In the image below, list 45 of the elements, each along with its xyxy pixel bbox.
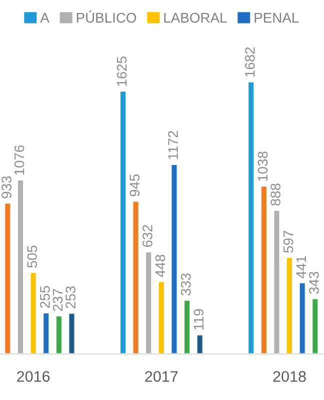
x-tick-label: 2018 [273,371,306,382]
bar [16,179,24,354]
data-label: 1625 [116,56,127,86]
data-label: 945 [130,174,140,196]
bar [247,80,255,354]
bar [260,185,268,354]
data-label: 1038 [258,152,268,181]
bar [42,312,50,354]
bar [196,334,204,354]
data-label: 441 [296,256,306,278]
data-label: 119 [194,309,204,330]
bar [4,202,12,354]
data-label: 253 [66,286,76,308]
legend-label: A [40,13,50,23]
bar [158,280,166,354]
data-label: 888 [270,184,280,206]
data-label: 597 [283,230,294,253]
bar [170,164,178,354]
data-label: 632 [142,225,152,247]
bar [55,314,63,354]
bar [286,256,294,354]
x-tick-label: 2017 [145,371,178,382]
legend-label: LABORAL [164,12,227,23]
data-label: 237 [52,289,63,311]
data-label: 1076 [14,145,24,175]
bar [311,298,320,354]
bar [29,272,38,354]
data-label: 333 [180,273,191,296]
data-label: 255 [40,286,50,308]
legend-label: PENAL [254,13,299,23]
bar [68,312,76,354]
data-label: 343 [309,272,319,294]
data-label: 933 [2,176,12,198]
data-label: 1172 [168,131,178,160]
data-label: 1682 [244,47,255,77]
bar [183,299,191,354]
legend-label: PÚBLICO [76,10,136,23]
bar [132,200,140,354]
x-tick-label: 2016 [17,371,50,382]
bar [298,282,306,354]
bar [119,90,127,354]
data-label: 448 [155,254,166,278]
data-label: 505 [27,246,38,268]
bar [144,250,152,354]
bar [272,210,281,354]
